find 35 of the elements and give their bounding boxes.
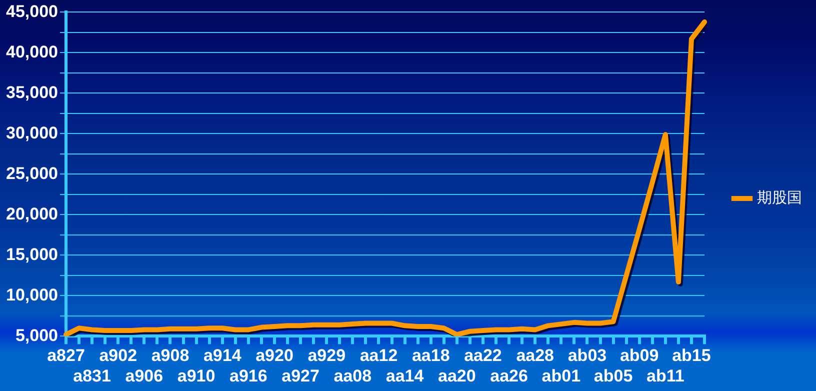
x-tick-label: aa08	[334, 366, 372, 386]
y-tick-label: 30,000	[6, 123, 58, 142]
x-tick-label: ab15	[672, 346, 711, 366]
x-tick-label: a831	[73, 366, 111, 386]
x-tick-label: a908	[151, 346, 190, 366]
y-tick-label: 25,000	[6, 164, 58, 183]
x-tick-label: aa20	[438, 366, 476, 386]
y-tick-label: 40,000	[6, 42, 58, 62]
x-tick-label: aa12	[360, 346, 398, 366]
x-tick-label: a914	[203, 346, 242, 366]
x-tick-label: ab03	[568, 346, 607, 366]
x-tick-label: ab01	[542, 366, 581, 386]
x-tick-label: a929	[308, 346, 346, 366]
x-tick-label: ab11	[646, 366, 684, 386]
x-tick-label: a910	[177, 366, 216, 386]
x-tick-label: aa28	[516, 346, 554, 366]
legend-label: 期股国	[757, 190, 802, 207]
x-tick-label: aa22	[464, 346, 502, 366]
x-tick-label: a927	[282, 366, 320, 386]
y-tick-label: 15,000	[6, 244, 58, 264]
x-tick-label: a906	[125, 366, 164, 386]
x-tick-label: a902	[99, 346, 138, 366]
x-tick-label: aa26	[490, 366, 528, 386]
y-tick-label: 35,000	[6, 82, 58, 102]
y-tick-label: 45,000	[6, 2, 58, 21]
x-tick-label: aa14	[386, 366, 424, 386]
x-tick-label: a916	[230, 366, 268, 386]
x-tick-label: a920	[256, 346, 294, 366]
y-tick-label: 20,000	[6, 204, 58, 224]
x-tick-label: ab09	[620, 346, 659, 366]
y-tick-label: 10,000	[6, 285, 58, 304]
y-tick-label: 5,000	[15, 326, 58, 345]
x-tick-label: a827	[47, 346, 85, 366]
x-tick-label: ab05	[594, 366, 633, 386]
x-tick-label: aa18	[412, 346, 450, 366]
